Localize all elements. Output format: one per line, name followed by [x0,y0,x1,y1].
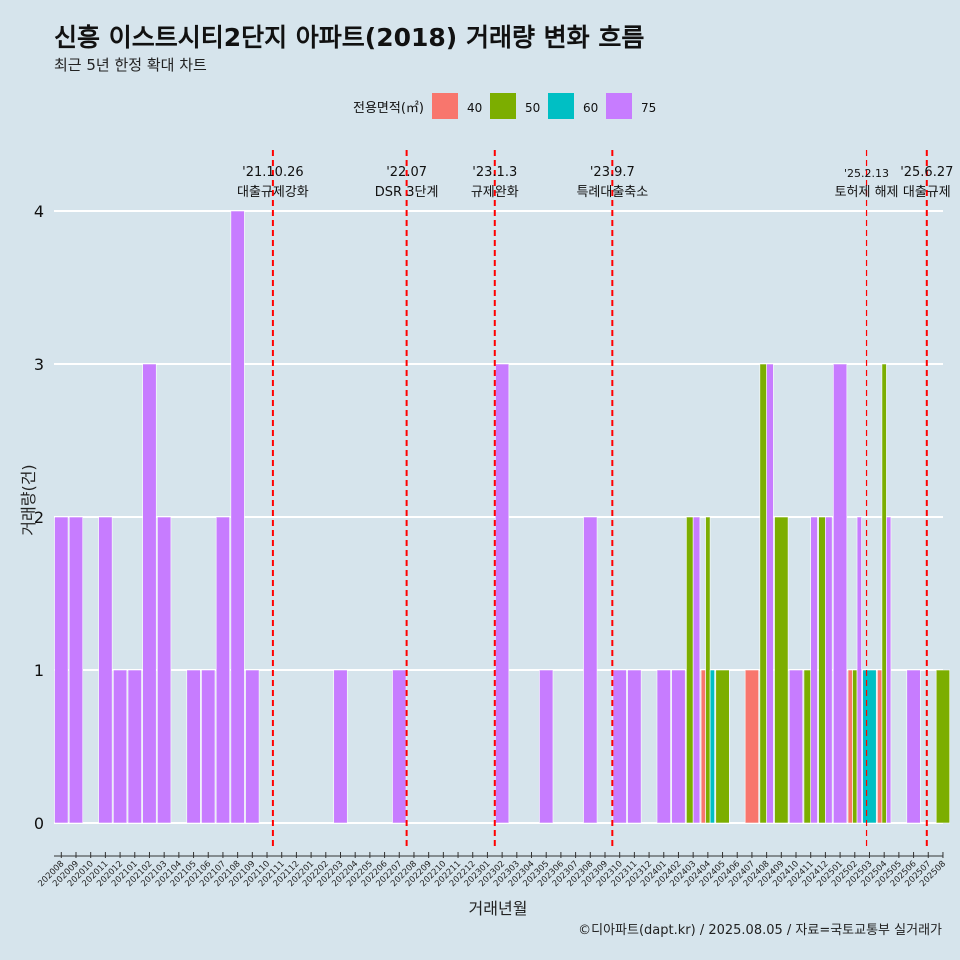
y-tick-label: 0 [34,814,44,833]
event-date: '23.9.7 [590,165,635,180]
bar-202207-75 [392,669,407,824]
bar-202009-75 [68,516,84,824]
caption: ©디아파트(dapt.kr) / 2025.08.05 / 자료=국토교통부 실… [578,923,942,938]
bar-202404-40 [700,669,706,824]
legend-swatch-50 [490,93,516,119]
bar-202502-75 [856,516,862,824]
event-date: '22.07 [386,165,427,180]
bar-202108-75 [230,210,245,824]
event-date: '23.1.3 [472,165,517,180]
x-axis-label: 거래년월 [469,899,528,918]
bar-202203-75 [333,669,348,824]
event-date: '25.6.27 [900,165,953,180]
bar-202405-50 [715,669,730,824]
event-date: '25.2.13 [844,167,889,180]
bar-202012-75 [113,669,128,824]
bar-202504-50 [881,363,887,824]
legend-label: 60 [583,101,598,115]
bar-202412-75 [825,516,833,824]
bars [54,210,951,824]
event-lines: '21.10.26 대출규제강화 '22.07 DSR 3단계 '23.1.3 규제완화 '… [237,150,953,846]
legend-swatch-75 [606,93,632,119]
chart-subtitle: 최근 5년 한정 확대 차트 [54,56,207,74]
bar-202504-75 [886,516,892,824]
y-axis: 0 1 2 3 4 [34,202,44,833]
bar-202504-40 [877,669,883,824]
bar-202404-60 [709,669,715,824]
legend-title: 전용면적(㎡) [353,101,424,116]
bar-202503-60 [862,669,877,824]
event-label: 규제완화 [471,185,519,200]
bar-202011-75 [98,516,113,824]
legend: 전용면적(㎡) 40 50 60 75 [353,93,656,119]
legend-label: 40 [467,101,482,115]
legend-label: 75 [641,101,656,115]
bar-202411-50 [803,669,812,824]
y-tick-label: 1 [34,661,44,680]
legend-swatch-60 [548,93,574,119]
bar-202502-40 [847,669,853,824]
event-label: DSR 3단계 [375,185,439,200]
event-date: '21.10.26 [242,165,303,180]
bar-202402-75 [671,669,686,824]
y-tick-label: 3 [34,355,44,374]
event-label: 대출규제강화 [237,185,309,200]
bar-202409-50 [774,516,789,824]
bar-202411-75 [810,516,818,824]
event-label: 토허제 해제 [835,185,899,200]
bar-202102-75 [142,363,157,824]
bar-202101-75 [127,669,142,824]
bar-202105-75 [186,669,201,824]
event-label: 대출규제 [903,185,951,200]
bar-202403-75 [692,516,701,824]
event-label: 특례대출축소 [576,185,648,200]
y-tick-label: 2 [34,508,44,527]
bar-202501-75 [833,363,848,824]
bar-202403-50 [686,516,694,824]
bar-202407-40 [744,669,759,824]
bar-202103-75 [157,516,172,824]
bar-202302-75 [495,363,510,824]
bar-202106-75 [201,669,216,824]
bar-202401-75 [656,669,671,824]
bar-202404-50 [705,516,711,824]
y-axis-label: 거래량(건) [19,464,38,535]
bar-202410-75 [788,669,804,824]
bar-202107-75 [215,516,230,824]
legend-label: 50 [525,101,540,115]
bar-202408-50 [759,363,767,824]
bar-202308-75 [583,516,598,824]
chart-title: 신흥 이스트시티2단지 아파트(2018) 거래량 변화 흐름 [54,23,645,52]
bar-202305-75 [539,669,554,824]
bar-202412-50 [818,516,826,824]
y-tick-label: 4 [34,202,44,221]
bar-202008-75 [54,516,69,824]
bar-202109-75 [245,669,260,824]
bar-202311-75 [627,669,642,824]
legend-swatch-40 [432,93,458,119]
bar-202408-75 [766,363,774,824]
bar-202506-75 [906,669,921,824]
bar-202508-50 [935,669,951,824]
bar-202310-75 [612,669,627,824]
bar-202502-50 [852,669,858,824]
x-axis: 2020082020092020102020112020122021012021… [36,852,948,889]
